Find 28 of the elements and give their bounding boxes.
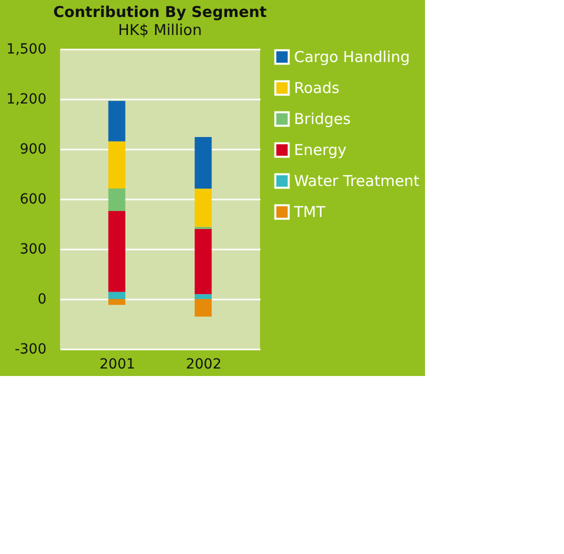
legend-label: Energy [294, 141, 347, 159]
legend-label: Roads [294, 79, 340, 97]
legend-label: Water Treatment [294, 172, 420, 190]
bar [194, 294, 212, 299]
y-tick-label: 300 [20, 242, 46, 258]
bar [108, 141, 126, 188]
x-tick-label: 2001 [100, 356, 136, 372]
chart-title: Contribution By Segment [53, 3, 267, 21]
y-tick-label: 0 [38, 292, 46, 308]
bar [194, 188, 212, 227]
bar [194, 229, 212, 294]
bar [194, 137, 212, 189]
legend-label: TMT [293, 203, 326, 221]
bar [108, 100, 126, 142]
y-tick-label: 600 [20, 192, 46, 208]
y-tick-label: 1,500 [6, 42, 46, 58]
legend-label: Cargo Handling [294, 48, 410, 66]
bar [108, 188, 126, 211]
bar [108, 211, 126, 292]
y-tick-label: -300 [14, 342, 46, 358]
y-tick-label: 900 [20, 142, 46, 158]
chart-subtitle: HK$ Million [118, 21, 202, 39]
y-tick-label: 1,200 [6, 92, 46, 108]
bar [108, 292, 126, 299]
bar [108, 299, 126, 305]
legend-label: Bridges [294, 110, 351, 128]
bar [194, 299, 212, 317]
x-tick-label: 2002 [186, 356, 222, 372]
